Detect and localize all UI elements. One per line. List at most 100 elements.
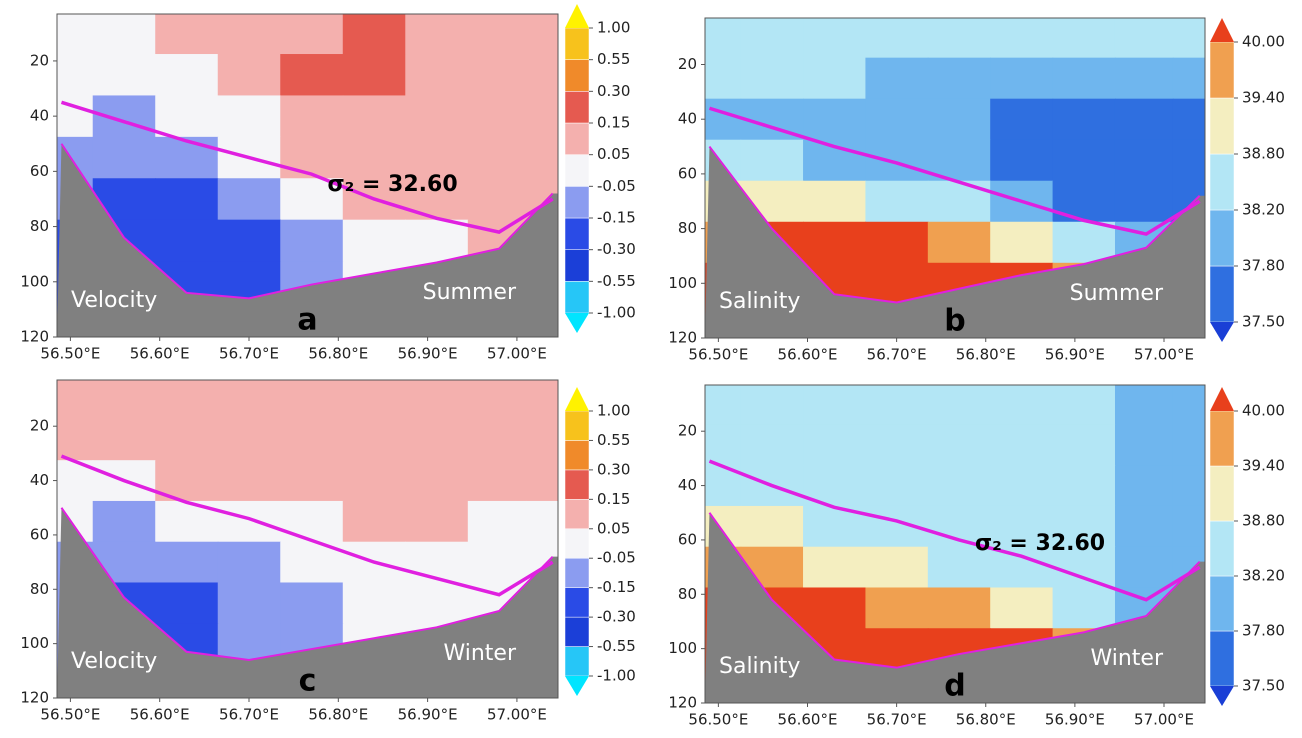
field-cell	[467, 95, 527, 138]
season-label: Summer	[423, 280, 517, 305]
season-label: Winter	[443, 641, 516, 666]
isopycnal	[60, 454, 554, 597]
field-cell	[57, 14, 94, 55]
y-tick-label: 80	[678, 585, 697, 603]
colorbar-band	[1209, 41, 1235, 99]
colorbar-label: 39.40	[1242, 89, 1285, 107]
field-label: Salinity	[719, 289, 800, 314]
field-cell	[705, 18, 742, 59]
seafloor	[705, 512, 1205, 703]
panel-letter: b	[944, 304, 965, 339]
x-tick-label: 57.00°E	[1134, 711, 1194, 729]
x-tick-label: 56.50°E	[40, 345, 100, 363]
field-cell	[405, 500, 469, 543]
season-label: Summer	[1070, 281, 1164, 306]
field-cell	[280, 460, 344, 502]
field-cell	[927, 424, 991, 466]
field-cell	[927, 587, 991, 629]
y-tick-label: 60	[30, 525, 49, 543]
field-cell	[280, 419, 344, 461]
colorbar-bottom	[1210, 686, 1234, 706]
field-cell	[217, 95, 281, 138]
x-tick-label: 57.00°E	[1134, 346, 1194, 364]
colorbar-label: 0.30	[597, 82, 630, 100]
field-cell	[467, 541, 527, 584]
field-cell	[740, 385, 804, 426]
colorbar-label: 40.00	[1242, 33, 1285, 51]
field-cell	[405, 136, 469, 179]
y-tick-label: 80	[30, 217, 49, 235]
panel	[57, 14, 558, 337]
colorbar-band	[564, 440, 590, 471]
field-cell	[342, 419, 406, 461]
y-tick-label: 100	[20, 634, 49, 652]
field-cell	[155, 136, 219, 179]
x-tick-label: 56.70°E	[219, 706, 279, 724]
colorbar-top	[565, 387, 589, 411]
field-cell	[1052, 505, 1116, 548]
field-cell	[865, 57, 929, 100]
field-cell	[280, 136, 344, 179]
isopycnal	[708, 106, 1201, 236]
field-cell	[1052, 587, 1116, 629]
field-cell	[865, 221, 929, 264]
field-cell	[217, 14, 281, 55]
field-cell	[1172, 98, 1205, 141]
field-cell	[217, 541, 281, 584]
x-tick-label: 56.90°E	[398, 706, 458, 724]
colorbar-label: -0.15	[597, 209, 636, 227]
field-cell	[803, 98, 867, 141]
field-cell	[155, 178, 219, 221]
y-tick-label: 60	[30, 162, 49, 180]
colorbar-label: -0.30	[597, 240, 636, 258]
colorbar-band	[564, 122, 590, 155]
field-cell	[1172, 424, 1205, 466]
plot-frame	[56, 379, 559, 699]
colorbar-band	[1209, 265, 1235, 323]
field-cell	[990, 424, 1054, 466]
field-cell	[155, 419, 219, 461]
colorbar-label: 38.80	[1242, 145, 1285, 163]
field-cell	[1114, 180, 1174, 223]
field-cell	[342, 54, 406, 97]
field-cell	[1114, 18, 1174, 59]
field-cell	[342, 380, 406, 421]
field-cell	[740, 424, 804, 466]
field-cell	[57, 54, 94, 97]
colorbar-band	[564, 528, 590, 559]
colorbar-label: 39.40	[1242, 457, 1285, 475]
colorbar-bottom	[565, 676, 589, 696]
field-cell	[927, 546, 991, 589]
field-cell	[1172, 385, 1205, 426]
field-cell	[1052, 424, 1116, 466]
colorbar-label: -0.05	[597, 177, 636, 195]
field-cell	[467, 178, 527, 221]
field-cell	[525, 95, 558, 138]
field-cell	[990, 505, 1054, 548]
x-tick-label: 56.70°E	[219, 345, 279, 363]
y-tick-label: 60	[678, 164, 697, 182]
field-cell	[927, 98, 991, 141]
x-tick-label: 57.00°E	[487, 706, 547, 724]
field-cell	[865, 546, 929, 589]
field-cell	[92, 54, 156, 97]
field-cell	[1114, 385, 1174, 426]
colorbar-band	[564, 186, 590, 219]
panel-letter: c	[299, 664, 317, 699]
field-cell	[865, 424, 929, 466]
field-cell	[865, 18, 929, 59]
seafloor-line	[708, 512, 1201, 669]
field-label: Velocity	[71, 288, 157, 313]
field-cell	[740, 139, 804, 182]
isopycnal	[708, 459, 1201, 602]
field-cell	[155, 380, 219, 421]
x-tick-label: 57.00°E	[487, 345, 547, 363]
field-cell	[155, 95, 219, 138]
field-cell	[865, 98, 929, 141]
panel-letter: a	[297, 303, 317, 338]
colorbar-band	[564, 217, 590, 250]
colorbar-label: -0.55	[597, 637, 636, 655]
x-tick-label: 56.90°E	[398, 345, 458, 363]
isopycnal-label: σ₂ = 32.60	[328, 172, 458, 197]
colorbar-label: 0.55	[597, 431, 630, 449]
